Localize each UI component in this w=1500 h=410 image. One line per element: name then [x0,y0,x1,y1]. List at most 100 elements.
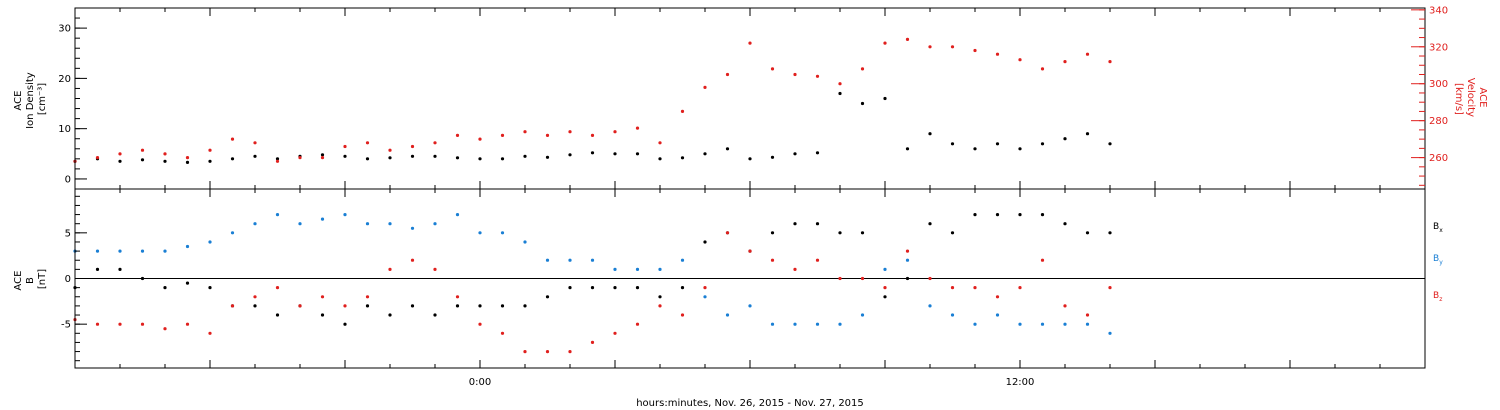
bottom-point-by [388,222,392,226]
bottom-point-by [455,213,460,217]
bottom-point-bx [185,281,190,285]
bottom-point-bx [545,295,550,299]
top-point-velocity [590,133,595,137]
top-point-ion-density [545,155,550,159]
top-point-ion-density [928,132,932,136]
top-point-ion-density [815,151,820,155]
bottom-point-by [365,222,370,226]
bottom-point-by [1040,322,1045,326]
top-point-velocity [343,144,347,149]
left-axis-label-bottom-line2: B [25,277,36,284]
legend-bx-label: B [1433,222,1439,232]
top-point-ion-density [883,96,887,101]
top-right-tick-label: 260 [1429,153,1448,164]
bottom-point-bx [590,286,595,290]
top-point-ion-density [995,142,1000,146]
left-axis-label-top-line3: [cm⁻³] [37,83,48,115]
legend-bz-label: B [1433,291,1439,301]
bottom-point-bz [905,249,910,253]
top-point-velocity [253,141,257,145]
bottom-point-bz [410,258,415,262]
bottom-point-by [658,267,662,271]
top-point-velocity [523,130,527,134]
bottom-point-bx [815,222,820,226]
bottom-point-bz [815,258,820,262]
bottom-point-bx [410,304,415,308]
left-axis-label-top: ACE Ion Density [cm⁻³] [13,69,48,129]
top-point-velocity [185,156,190,160]
bottom-point-bx [860,231,865,235]
bottom-point-bz [1040,258,1045,262]
bottom-point-by [523,240,527,244]
bottom-point-bz [928,276,932,281]
bottom-point-by [995,313,1000,317]
top-point-velocity [388,148,392,152]
top-point-ion-density [905,147,910,151]
bottom-point-bz [208,331,212,335]
top-point-velocity [478,137,482,141]
x-axis-label: hours:minutes, Nov. 26, 2015 - Nov. 27, … [636,398,864,409]
legend-by: By [1433,254,1443,266]
bottom-point-bz [365,295,370,299]
bottom-point-bz [703,286,707,290]
bottom-point-by [568,258,572,262]
bottom-point-by [298,222,302,226]
bottom-point-bz [163,327,167,331]
bottom-point-by [95,249,100,253]
bottom-point-bx [388,313,392,317]
top-right-tick-label: 320 [1429,42,1448,53]
top-point-ion-density [973,147,977,151]
bottom-point-by [253,222,257,226]
top-point-ion-density [230,157,235,161]
top-point-ion-density [208,159,212,163]
bottom-point-bx [928,222,932,226]
bottom-point-bx [343,322,347,326]
bottom-point-by [905,258,910,262]
bottom-point-bx [635,286,640,290]
bottom-point-bz [185,322,190,326]
bottom-point-by [725,313,730,317]
bottom-point-bz [838,276,842,281]
top-point-ion-density [365,157,370,161]
top-point-ion-density [320,153,325,157]
top-point-ion-density [253,154,257,158]
bottom-point-by [1063,322,1067,326]
bottom-point-bx [1040,213,1045,217]
top-point-ion-density [1108,142,1112,146]
bottom-point-bz [140,322,145,326]
bottom-point-by [838,322,842,326]
bottom-point-bx [703,240,707,244]
bottom-point-by [410,226,415,230]
top-point-velocity [118,152,122,156]
bottom-point-bz [275,286,280,290]
left-axis-label-top-line2: Ion Density [25,72,36,129]
bottom-point-bx [1063,222,1067,226]
bottom-point-bx [140,276,145,281]
bottom-point-bx [950,231,955,235]
top-point-velocity [973,48,977,53]
right-axis-label-top: ACE Velocity [km/s] [1453,78,1488,120]
bottom-point-bz [478,322,482,326]
top-point-velocity [748,41,752,45]
top-point-velocity [613,130,617,134]
bottom-point-by [883,267,887,271]
top-point-velocity [928,45,932,49]
bottom-point-by [793,322,797,326]
bottom-point-bx [478,304,482,308]
top-point-velocity [1040,67,1045,71]
bottom-point-bz [635,322,640,326]
top-point-ion-density [1018,147,1022,151]
top-point-ion-density [770,155,775,159]
top-left-tick-label: 0 [65,174,71,185]
bottom-point-by [433,222,437,226]
top-point-velocity [1108,60,1112,64]
bottom-point-by [1018,322,1022,326]
bottom-point-bz [500,331,505,335]
bottom-point-bx [1018,213,1022,217]
top-point-velocity [208,148,212,152]
top-point-ion-density [1063,137,1067,141]
top-point-ion-density [478,157,482,161]
top-point-ion-density [523,154,527,158]
bottom-point-by [770,322,775,326]
